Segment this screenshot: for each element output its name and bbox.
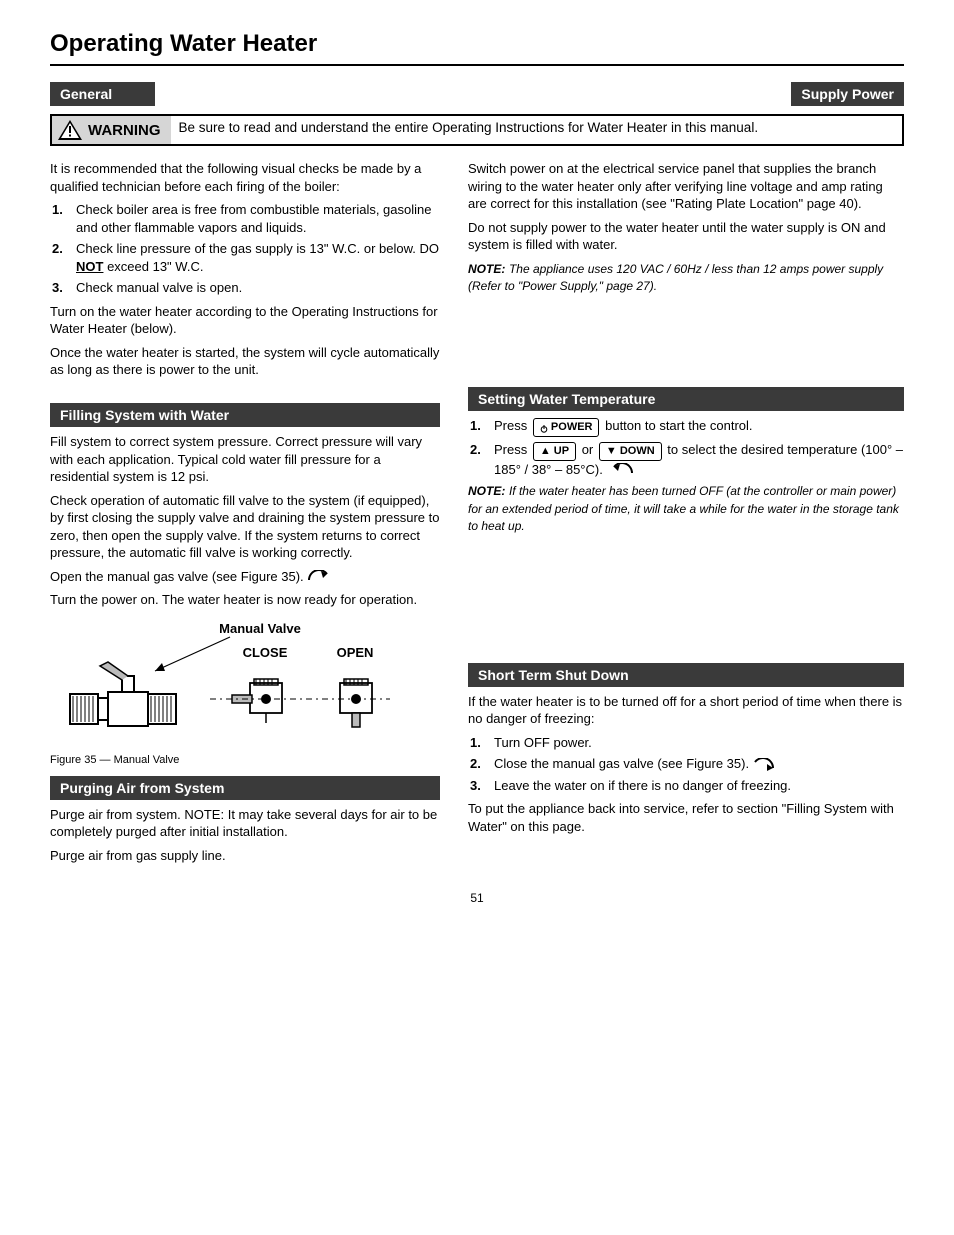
general-step-2: Check line pressure of the gas supply is… bbox=[50, 240, 440, 275]
warning-text: Be sure to read and understand the entir… bbox=[171, 116, 903, 144]
power-icon bbox=[540, 425, 548, 433]
figure-caption: Figure 35 — Manual Valve bbox=[50, 754, 440, 766]
close-direction-arrow-icon bbox=[753, 758, 779, 772]
valve-close-view bbox=[232, 679, 282, 723]
warning-label: WARNING bbox=[52, 116, 171, 144]
general-post-2: Once the water heater is started, the sy… bbox=[50, 344, 440, 379]
up-button-graphic: ▲ UP bbox=[533, 442, 576, 461]
warning-triangle-icon bbox=[58, 120, 82, 140]
general-post-1: Turn on the water heater according to th… bbox=[50, 303, 440, 338]
filling-p2: Check operation of automatic fill valve … bbox=[50, 492, 440, 562]
adjust-arc-arrow-icon bbox=[610, 463, 634, 477]
open-direction-arrow-icon bbox=[307, 570, 333, 584]
purging-p2: Purge air from gas supply line. bbox=[50, 847, 440, 865]
manual-valve-label: Manual Valve bbox=[219, 621, 301, 636]
power-button-graphic: POWER bbox=[533, 418, 600, 437]
general-step-1: Check boiler area is free from combustib… bbox=[50, 201, 440, 236]
filling-p4: Turn the power on. The water heater is n… bbox=[50, 591, 440, 609]
general-checklist: Check boiler area is free from combustib… bbox=[50, 201, 440, 297]
svg-text:OPEN: OPEN bbox=[337, 645, 374, 660]
valve-diagram: Manual Valve bbox=[50, 619, 440, 766]
filling-p1: Fill system to correct system pressure. … bbox=[50, 433, 440, 486]
shutdown-step-1: Turn OFF power. bbox=[468, 734, 904, 752]
purging-p1: Purge air from system. NOTE: It may take… bbox=[50, 806, 440, 841]
valve-side-view bbox=[70, 662, 176, 726]
valve-open-view bbox=[340, 679, 372, 727]
warning-label-text: WARNING bbox=[88, 122, 161, 139]
shutdown-post-1: To put the appliance back into service, … bbox=[468, 800, 904, 835]
not-emphasis: NOT bbox=[76, 259, 103, 274]
section-heading-supply-power: Supply Power bbox=[791, 82, 904, 106]
shutdown-step-2: Close the manual gas valve (see Figure 3… bbox=[468, 755, 904, 773]
section-heading-shutdown: Short Term Shut Down bbox=[468, 663, 904, 687]
svg-text:CLOSE: CLOSE bbox=[243, 645, 288, 660]
filling-p3: Open the manual gas valve (see Figure 35… bbox=[50, 568, 440, 586]
temperature-step-1: Press POWER button to start the control. bbox=[468, 417, 904, 437]
section-heading-general: General bbox=[50, 82, 155, 106]
power-p2: Do not supply power to the water heater … bbox=[468, 219, 904, 254]
shutdown-step-3: Leave the water on if there is no danger… bbox=[468, 777, 904, 795]
down-arrow-icon: ▼ bbox=[606, 445, 617, 457]
warning-box: WARNING Be sure to read and understand t… bbox=[50, 114, 904, 146]
power-p1: Switch power on at the electrical servic… bbox=[468, 160, 904, 213]
section-heading-temperature: Setting Water Temperature bbox=[468, 387, 904, 411]
up-arrow-icon: ▲ bbox=[540, 445, 551, 457]
power-note: NOTE: The appliance uses 120 VAC / 60Hz … bbox=[468, 260, 904, 295]
page-title: Operating Water Heater bbox=[50, 30, 904, 66]
temperature-step-2: Press ▲ UP or ▼ DOWN to select the desir… bbox=[468, 441, 904, 478]
shutdown-intro: If the water heater is to be turned off … bbox=[468, 693, 904, 728]
down-button-graphic: ▼ DOWN bbox=[599, 442, 662, 461]
section-heading-purging: Purging Air from System bbox=[50, 776, 440, 800]
general-step-3: Check manual valve is open. bbox=[50, 279, 440, 297]
general-intro: It is recommended that the following vis… bbox=[50, 160, 440, 195]
temperature-note: NOTE: If the water heater has been turne… bbox=[468, 482, 904, 535]
temperature-steps: Press POWER button to start the control.… bbox=[468, 417, 904, 478]
section-heading-filling: Filling System with Water bbox=[50, 403, 440, 427]
page-number: 51 bbox=[50, 891, 904, 905]
shutdown-steps: Turn OFF power. Close the manual gas val… bbox=[468, 734, 904, 795]
